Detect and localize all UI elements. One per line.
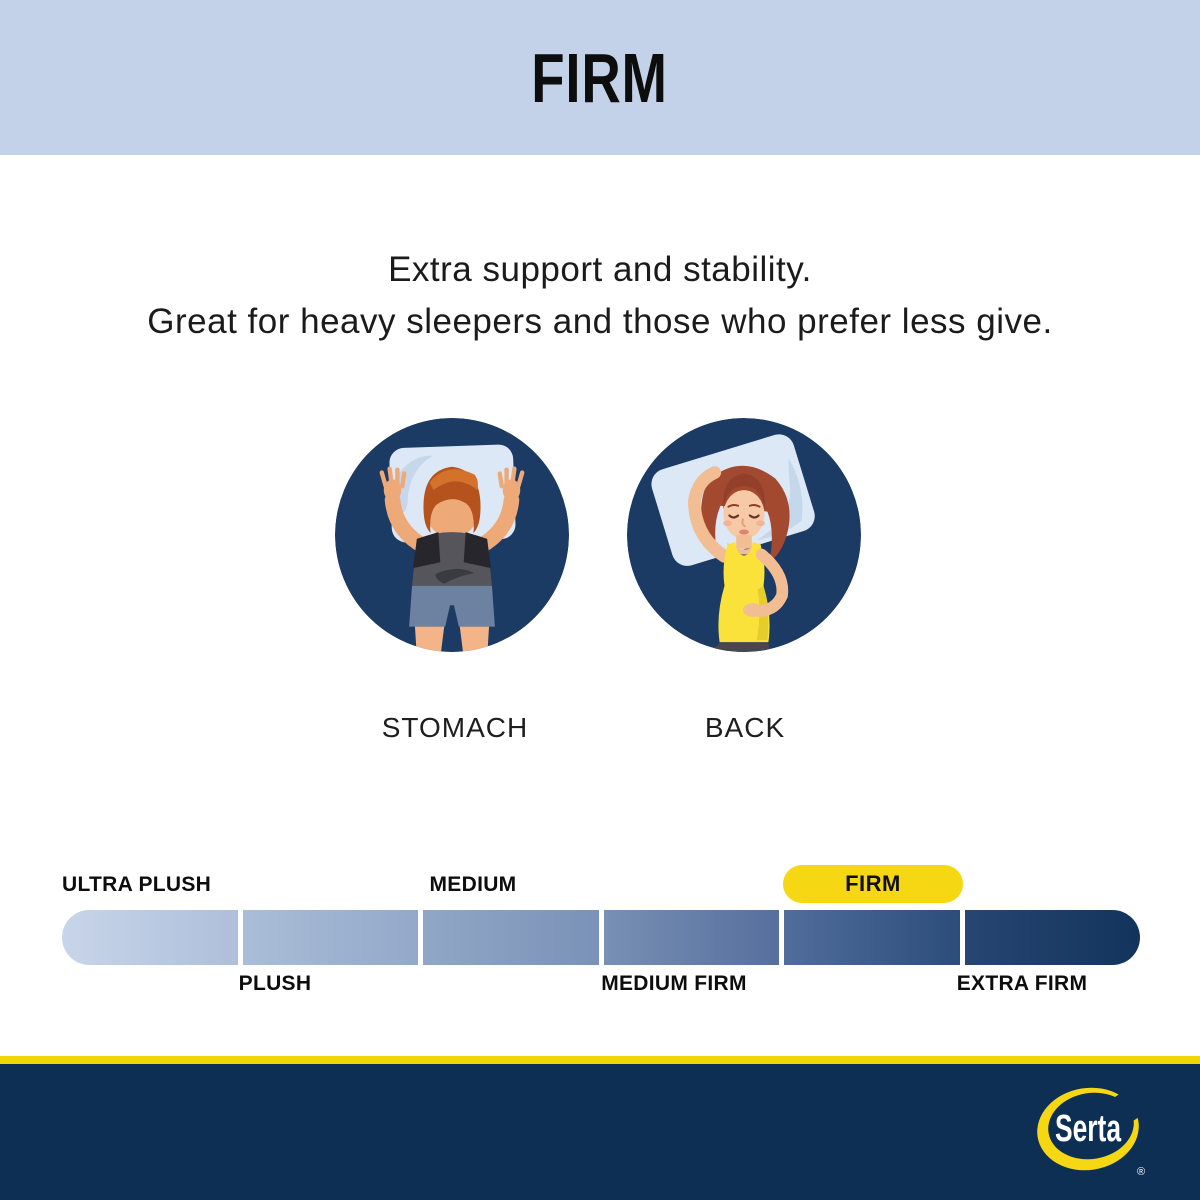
serta-logo: Serta ® [1035,1083,1147,1183]
scale-label-extra-firm: EXTRA FIRM [956,972,1088,995]
firmness-scale-bar [62,910,1140,965]
description-line-1: Extra support and stability. [388,250,812,289]
stomach-sleeper-icon [335,418,569,652]
registered-mark: ® [1137,1166,1145,1178]
accent-stripe [0,1056,1200,1064]
serta-logo-icon: Serta ® [1037,1087,1145,1178]
description-line-2: Great for heavy sleepers and those who p… [147,302,1053,341]
scale-segment-plush [242,910,418,965]
scale-segment-ultra-plush [62,910,238,965]
scale-label-medium: MEDIUM [429,872,517,896]
serta-wordmark: Serta [1055,1108,1122,1150]
back-label: BACK [704,712,786,743]
back-sleeper-icon [627,418,861,652]
stomach-label: STOMACH [381,712,529,743]
page-title: FIRM [531,38,669,117]
back-sleeper-illustration [627,418,861,652]
scale-label-medium-firm: MEDIUM FIRM [601,972,747,995]
scale-segment-extra-firm [964,910,1140,965]
scale-segment-firm [784,910,960,965]
scale-label-plush: PLUSH [238,972,312,995]
header-banner: FIRM [0,0,1200,155]
scale-segment-medium [423,910,599,965]
firm-selected-badge: FIRM [783,865,963,903]
stomach-sleeper-illustration [335,418,569,652]
scale-segment-medium-firm [603,910,779,965]
description-text: Extra support and stability. Great for h… [0,244,1200,348]
footer-bar [0,1064,1200,1200]
scale-label-ultra-plush: ULTRA PLUSH [62,872,212,896]
